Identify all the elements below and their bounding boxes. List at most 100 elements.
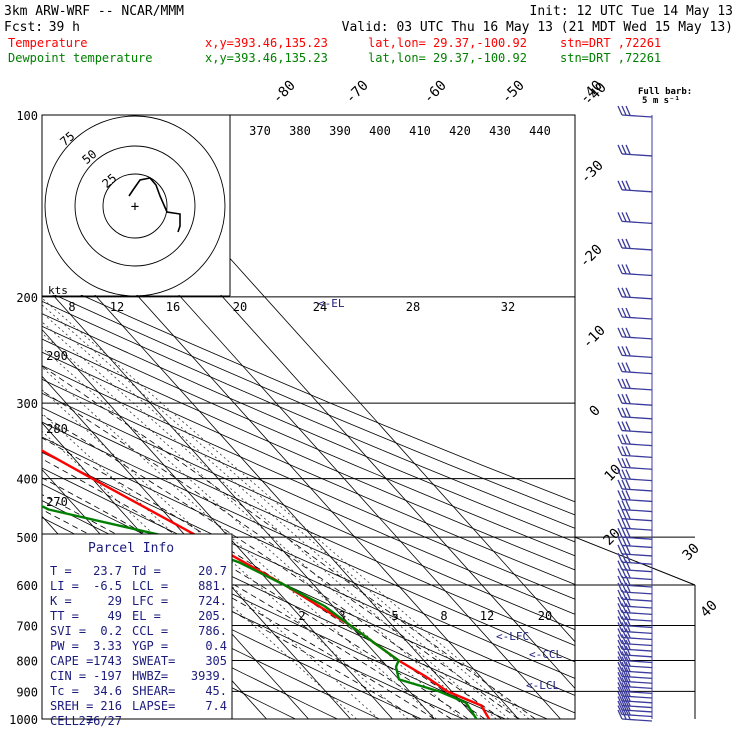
hodograph-ring (102, 173, 168, 239)
parcel-value: 7.4 (205, 699, 227, 713)
theta-label: 280 (46, 422, 68, 436)
el-marker: <-EL (318, 297, 345, 310)
dew-label: Dewpoint temperature (8, 51, 153, 65)
dry-adiabat (42, 392, 575, 631)
parcel-value: -197 (93, 669, 122, 683)
dry-adiabat (42, 378, 575, 615)
lcl-marker: <-LCL (526, 679, 559, 692)
dry-adiabat (42, 300, 575, 529)
wind-barb (617, 144, 653, 157)
wind-barb (617, 700, 653, 713)
parcel-value: 881. (198, 579, 227, 593)
isotherm (42, 282, 435, 719)
wind-barb (617, 671, 653, 684)
isotherm (42, 235, 477, 719)
parcel-key: K = (50, 594, 72, 608)
dry-adiabat (42, 570, 338, 719)
pressure-label: 700 (16, 619, 38, 633)
parcel-key: PW = (50, 639, 79, 653)
dry-adiabat (42, 313, 575, 543)
parcel-value: 0.4 (205, 639, 227, 653)
temp-tick-label: -20 (577, 242, 606, 271)
hodograph-units: kts (48, 284, 68, 297)
isotherm (0, 115, 15, 719)
parcel-info-rows: T = 23.7 Td = 20.7 LI = -6.5 LCL = 881. K = 29 LFC… (50, 564, 227, 728)
temp-stn: stn=DRT ,72261 (560, 36, 661, 50)
parcel-value: 20.7 (198, 564, 227, 578)
barb-note-2: 5 m s⁻¹ (642, 96, 680, 106)
dew-stn: stn=DRT ,72261 (560, 51, 661, 65)
ccl-marker: <-CCL (529, 648, 562, 661)
dry-adiabat (42, 436, 575, 679)
pressure-label: 500 (16, 531, 38, 545)
isotherm (42, 375, 351, 719)
dry-adiabat (42, 325, 575, 557)
isotherm-top-label: -70 (343, 78, 372, 107)
parcel-value: 0.2 (100, 624, 122, 638)
mixing-ratio-label: 5 (391, 609, 398, 623)
isotherm-top-label: -80 (270, 78, 299, 107)
wind-barb (617, 446, 653, 458)
wind-barb (617, 238, 653, 251)
wind-barb (617, 105, 653, 118)
moist-adiabat (42, 365, 536, 719)
header-valid: Valid: 03 UTC Thu 16 May 13 (21 MDT Wed … (342, 20, 733, 35)
temp-tick-label: -30 (578, 158, 607, 187)
theta-label: 380 (289, 124, 311, 138)
dew-xy: x,y=393.46,135.23 (205, 51, 328, 65)
mixing-ratio-label: 12 (480, 609, 494, 623)
temp-tick-label: 0 (587, 403, 604, 420)
parcel-value: 305 (205, 654, 227, 668)
mixing-ratio-label: 3 (338, 609, 345, 623)
wind-barb (617, 691, 653, 704)
wind-barb (617, 682, 653, 695)
temp-tick-label: 20 (601, 526, 624, 549)
parcel-value: 205. (198, 609, 227, 623)
parcel-key: Td = (132, 564, 161, 578)
parcel-value: 724. (198, 594, 227, 608)
parcel-key: SWEAT= (132, 654, 175, 668)
pressure-label: 600 (16, 579, 38, 593)
parcel-value: 45. (205, 684, 227, 698)
wind-barb (617, 180, 653, 193)
moist-adiabat (42, 509, 418, 719)
parcel-value: -6.5 (93, 579, 122, 593)
isotherm-top-label: -60 (421, 78, 450, 107)
wind-barb (617, 378, 653, 391)
parcel-key: HWBZ= (132, 669, 168, 683)
parcel-value: 29 (108, 594, 122, 608)
wind-barb (617, 421, 653, 434)
wind-barb (617, 307, 653, 320)
dry-adiabat (42, 451, 575, 696)
parcel-value: 3939. (191, 669, 227, 683)
parcel-info-box (41, 533, 233, 720)
pressure-label: 300 (16, 397, 38, 411)
wind-barb (617, 686, 653, 699)
isotherm-top-label: -50 (499, 78, 528, 107)
parcel-value: 23.7 (93, 564, 122, 578)
mixing-ratio-line (42, 312, 510, 719)
wind-barb (617, 656, 653, 669)
wind-barb (617, 639, 653, 652)
parcel-key: LAPSE= (132, 699, 175, 713)
wind-barb (617, 568, 653, 581)
hodograph-bg (42, 115, 230, 295)
wind-barb (617, 500, 653, 513)
parcel-value: 276/27 (79, 714, 122, 728)
wind-barb (617, 434, 653, 447)
dry-adiabat (42, 421, 575, 663)
temp-label: Temperature (8, 36, 87, 50)
mixing-ratio-label: 12 (110, 300, 124, 314)
theta-label: 440 (529, 124, 551, 138)
isotherm-top-label: -40 (577, 78, 606, 107)
header-fcst-value: 39 h (49, 20, 80, 35)
wind-barb (617, 490, 653, 503)
wind-barb (617, 677, 653, 690)
wind-barb (617, 393, 653, 406)
parcel-info-title: Parcel Info (88, 541, 174, 556)
wind-barb (617, 661, 653, 674)
pressure-label: 800 (16, 654, 38, 668)
dry-adiabat (42, 365, 575, 600)
parcel-value: 34.6 (93, 684, 122, 698)
temp-latlon: lat,lon= 29.37,-100.92 (368, 36, 527, 50)
